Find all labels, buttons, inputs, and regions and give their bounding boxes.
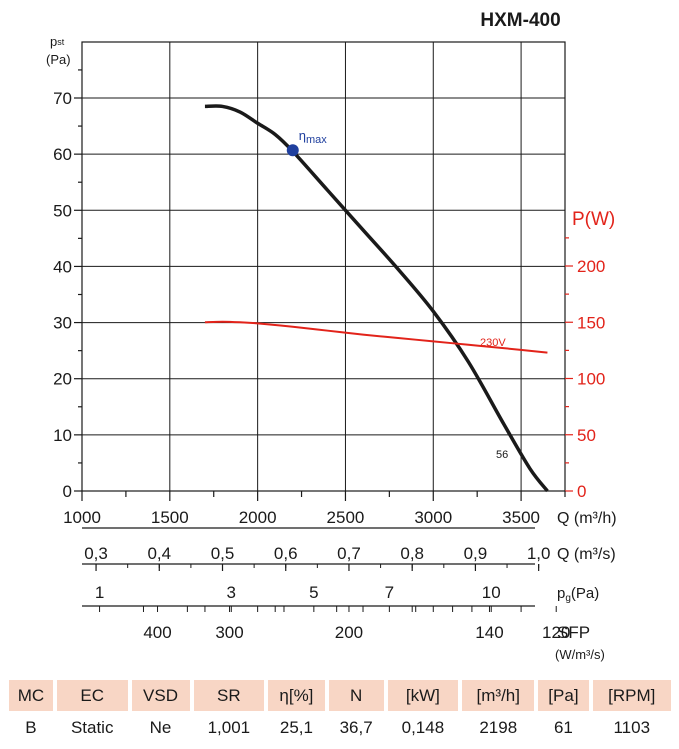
sfp-tick-label: 300 [215, 623, 243, 642]
series-label-power: 230V [480, 337, 506, 349]
left-tick-label: 10 [53, 426, 72, 445]
value-ec: Static [70, 718, 114, 737]
sfp-scale-unit: (W/m³/s) [555, 647, 605, 662]
header-flow: [m³/h] [462, 680, 535, 711]
sfp-scale-label: SFP [557, 623, 590, 642]
x-tick-label: 3500 [502, 508, 540, 527]
left-tick-label: 30 [53, 314, 72, 333]
x-tick-label: 3000 [414, 508, 452, 527]
left-tick-label: 40 [53, 257, 72, 276]
series-label-pressure: 56 [496, 449, 508, 461]
chart-title: HXM-400 [480, 10, 560, 31]
x-tick-label: 2500 [327, 508, 365, 527]
pg-tick-label: 10 [482, 583, 501, 602]
right-tick-label: 200 [577, 257, 605, 276]
sfp-tick-label: 400 [143, 623, 171, 642]
series-line-230V [204, 320, 548, 354]
pg-tick-label: 5 [309, 583, 318, 602]
right-axis-label: P(W) [572, 209, 615, 230]
qs-tick-label: 0,6 [274, 544, 298, 563]
fan-performance-chart: 0 10 20 30 40 50 60 70 0 50 100 150 200 pst (Pa) P(W) HX… [46, 10, 617, 662]
header-vsd: VSD [131, 680, 190, 711]
left-tick-label: 60 [53, 145, 72, 164]
header-efficiency: η[%] [268, 680, 325, 711]
header-sr: SR [193, 680, 265, 711]
value-vsd: Ne [149, 718, 172, 737]
value-efficiency: 25,1 [279, 718, 313, 737]
value-rpm: 1103 [613, 718, 651, 737]
qs-tick-label: 1,0 [527, 544, 551, 563]
header-kw: [kW] [387, 680, 459, 711]
value-pa: 61 [553, 718, 573, 737]
header-pa: [Pa] [538, 680, 589, 711]
qs-tick-label: 0,3 [84, 544, 108, 563]
qs-tick-label: 0,7 [337, 544, 361, 563]
eta-max-label: ηmax [299, 128, 328, 146]
right-tick-label: 0 [577, 482, 586, 501]
sfp-tick-label: 140 [475, 623, 503, 642]
sfp-tick-label: 200 [335, 623, 363, 642]
pg-scale-label: pg(Pa) [557, 585, 599, 604]
left-tick-label: 20 [53, 370, 72, 389]
qs-tick-label: 0,8 [400, 544, 424, 563]
qs-scale-label: Q (m³/s) [557, 546, 616, 563]
right-tick-label: 150 [577, 313, 605, 332]
qs-tick-label: 0,4 [147, 544, 171, 563]
x-tick-label: 2000 [239, 508, 277, 527]
qs-tick-label: 0,9 [464, 544, 488, 563]
spec-header-row: MC EC VSD SR η[%] N [kW] [m³/h] [Pa] [RP… [9, 680, 671, 711]
sfp-tick-label: 120 [542, 623, 570, 642]
value-flow: 2198 [479, 718, 518, 737]
value-mc: B [25, 718, 37, 737]
left-axis-label: pst [50, 34, 65, 49]
pg-tick-label: 7 [385, 583, 394, 602]
header-n: N [328, 680, 384, 711]
left-tick-label: 50 [53, 201, 72, 220]
left-tick-label: 70 [53, 89, 72, 108]
value-kw: 0,148 [401, 718, 445, 737]
pg-tick-label: 3 [227, 583, 236, 602]
series-line-56 [204, 104, 549, 493]
left-axis-unit: (Pa) [46, 52, 71, 67]
value-n: 36,7 [339, 718, 373, 737]
value-sr: 1,001 [207, 718, 251, 737]
x-axis-label: Q (m³/h) [557, 510, 617, 527]
right-tick-label: 100 [577, 370, 605, 389]
spec-table: MC EC VSD SR η[%] N [kW] [m³/h] [Pa] [RP… [5, 680, 675, 745]
pg-tick-label: 1 [95, 583, 104, 602]
qs-tick-label: 0,5 [211, 544, 235, 563]
left-tick-label: 0 [63, 482, 72, 501]
x-tick-label: 1500 [151, 508, 189, 527]
header-mc: MC [9, 680, 53, 711]
header-rpm: [RPM] [592, 680, 671, 711]
header-ec: EC [56, 680, 128, 711]
x-tick-label: 1000 [63, 508, 101, 527]
spec-value-row: B Static Ne 1,001 25,1 36,7 0,148 2198 6… [9, 711, 671, 745]
eta-max-marker [286, 144, 299, 157]
right-tick-label: 50 [577, 426, 596, 445]
